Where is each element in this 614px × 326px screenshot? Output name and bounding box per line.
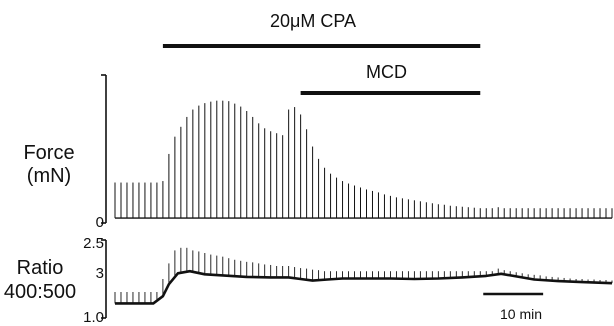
force-ylabel: Force (mN) xyxy=(20,143,78,186)
ratio-panel xyxy=(101,239,613,319)
ratio-ylabel-line1: Ratio xyxy=(16,257,64,279)
force-ylabel-line2: (mN) xyxy=(26,165,72,187)
scale-bar-label: 10 min xyxy=(500,306,543,322)
force-ylabel-line1: Force xyxy=(23,142,75,164)
force-panel xyxy=(101,74,613,224)
ratio-trace xyxy=(115,269,613,305)
ratio-ytick-bottom: 1.0 xyxy=(83,309,104,326)
mcd-bar-label: MCD xyxy=(366,62,407,82)
force-ytick-top: 3 xyxy=(95,265,104,282)
force-ytick-bottom: 0 xyxy=(95,214,104,231)
ratio-ylabel: Ratio 400:500 xyxy=(0,258,80,302)
ratio-ylabel-line2: 400:500 xyxy=(3,281,77,303)
drug-application-bars xyxy=(162,44,481,95)
cpa-bar-label: 20μM CPA xyxy=(270,11,357,31)
ratio-ytick-top: 2.5 xyxy=(83,235,104,252)
